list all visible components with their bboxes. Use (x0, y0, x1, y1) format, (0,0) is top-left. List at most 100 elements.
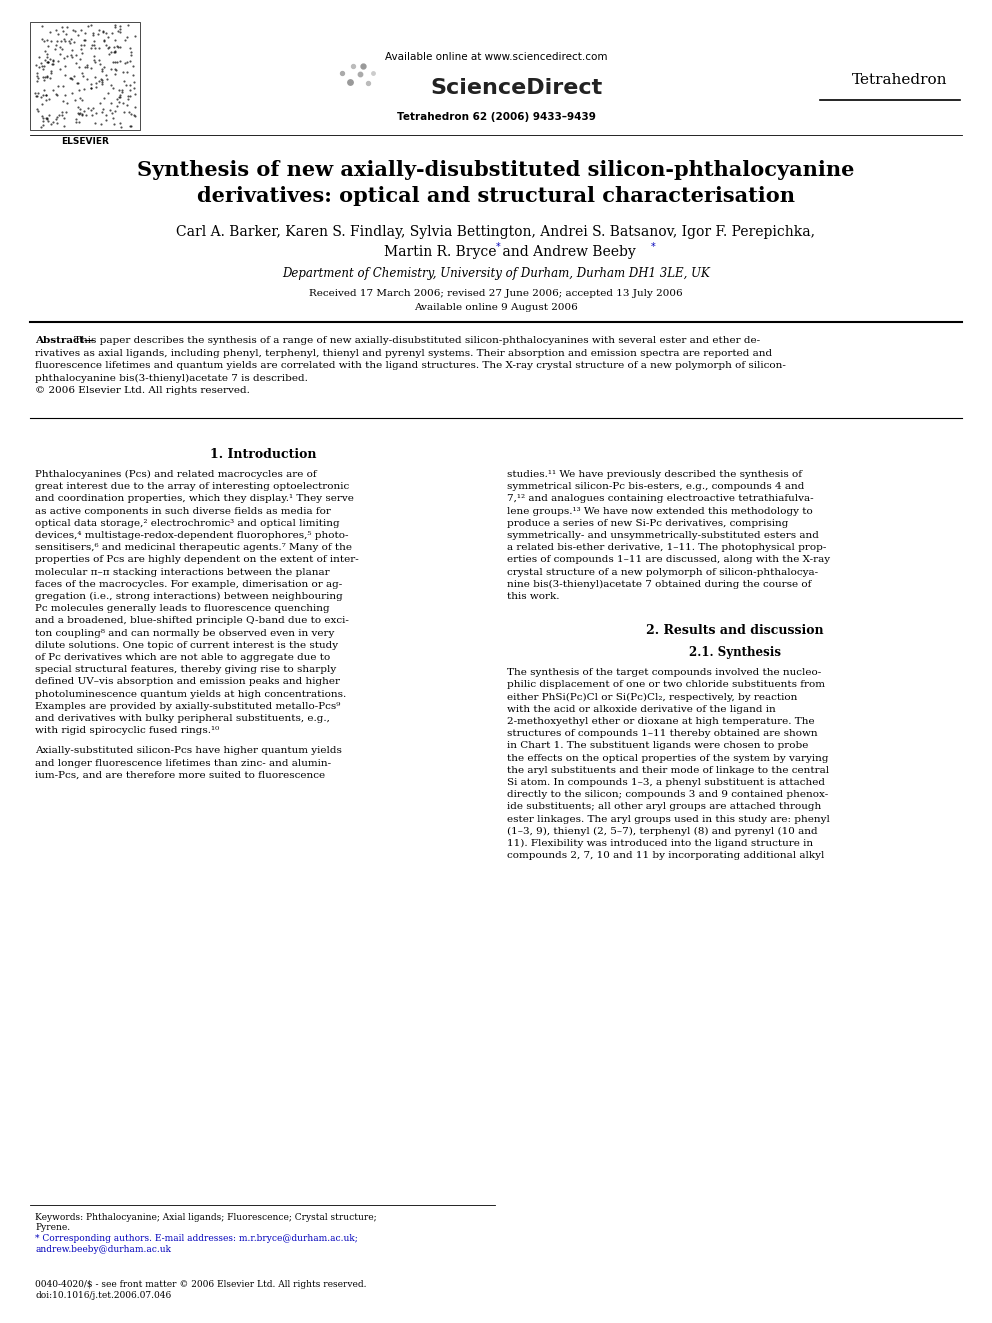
Text: defined UV–vis absorption and emission peaks and higher: defined UV–vis absorption and emission p… (35, 677, 340, 687)
Text: 2.1. Synthesis: 2.1. Synthesis (689, 646, 781, 659)
Point (104, 22, 120, 44)
Point (34, 16, 50, 37)
Point (55, 38, 70, 60)
Point (100, 37, 116, 58)
Point (123, 103, 139, 124)
Point (84, 34, 100, 56)
Point (84, 22, 100, 44)
Text: great interest due to the array of interesting optoelectronic: great interest due to the array of inter… (35, 482, 349, 491)
Text: lene groups.¹³ We have now extended this methodology to: lene groups.¹³ We have now extended this… (507, 507, 812, 516)
Text: philic displacement of one or two chloride substituents from: philic displacement of one or two chlori… (507, 680, 825, 689)
Point (74, 42, 90, 64)
Text: devices,⁴ multistage-redox-dependent fluorophores,⁵ photo-: devices,⁴ multistage-redox-dependent flu… (35, 531, 348, 540)
Point (71, 57, 87, 78)
Point (41, 52, 57, 73)
Point (55, 105, 70, 126)
Point (34, 86, 50, 107)
Point (58, 24, 73, 45)
Point (110, 20, 126, 41)
Text: Keywords: Phthalocyanine; Axial ligands; Fluorescence; Crystal structure;: Keywords: Phthalocyanine; Axial ligands;… (35, 1213, 377, 1222)
Point (93, 69, 109, 90)
Text: Available online at www.sciencedirect.com: Available online at www.sciencedirect.co… (385, 52, 607, 62)
Point (37, 41, 53, 62)
Point (57, 48, 72, 69)
Point (112, 37, 128, 58)
Text: Abstract—: Abstract— (35, 336, 94, 345)
Point (52, 58, 67, 79)
Point (70, 103, 86, 124)
Text: Available online 9 August 2006: Available online 9 August 2006 (414, 303, 578, 311)
Point (49, 83, 64, 105)
Point (43, 61, 59, 82)
Point (98, 22, 114, 44)
Point (67, 108, 83, 130)
Point (54, 102, 69, 123)
Point (59, 93, 74, 114)
Point (91, 49, 107, 70)
Text: crystal structure of a new polymorph of silicon-phthalocya-: crystal structure of a new polymorph of … (507, 568, 818, 577)
Point (86, 49, 102, 70)
Point (119, 94, 135, 115)
Point (96, 56, 112, 77)
Point (77, 105, 93, 126)
Point (112, 86, 128, 107)
Point (111, 79, 127, 101)
Point (41, 52, 57, 73)
Point (110, 37, 126, 58)
Point (122, 115, 138, 136)
Text: directly to the silicon; compounds 3 and 9 contained phenox-: directly to the silicon; compounds 3 and… (507, 790, 828, 799)
Text: photoluminescence quantum yields at high concentrations.: photoluminescence quantum yields at high… (35, 689, 346, 699)
Point (112, 50, 128, 71)
Point (35, 56, 51, 77)
Point (107, 52, 123, 73)
Point (109, 95, 125, 116)
Point (82, 99, 98, 120)
Point (83, 15, 99, 36)
Point (113, 116, 129, 138)
Point (46, 53, 62, 74)
Point (103, 93, 119, 114)
Text: in Chart 1. The substituent ligands were chosen to probe: in Chart 1. The substituent ligands were… (507, 741, 808, 750)
Point (36, 107, 52, 128)
Point (63, 67, 79, 89)
Point (125, 65, 141, 86)
Point (119, 26, 135, 48)
Point (30, 70, 46, 91)
Point (107, 42, 123, 64)
Point (53, 37, 68, 58)
Point (37, 70, 53, 91)
Point (87, 66, 103, 87)
Point (38, 90, 54, 111)
Point (73, 19, 89, 40)
Point (126, 105, 142, 126)
Point (86, 34, 102, 56)
Point (55, 91, 70, 112)
Point (36, 85, 52, 106)
Point (102, 99, 118, 120)
Point (58, 102, 73, 123)
Point (84, 97, 100, 118)
Point (86, 38, 102, 60)
Point (53, 44, 68, 65)
Point (42, 67, 58, 89)
Text: sensitisers,⁶ and medicinal therapeutic agents.⁷ Many of the: sensitisers,⁶ and medicinal therapeutic … (35, 544, 352, 552)
Text: of Pc derivatives which are not able to aggregate due to: of Pc derivatives which are not able to … (35, 654, 330, 662)
Text: ester linkages. The aryl groups used in this study are: phenyl: ester linkages. The aryl groups used in … (507, 815, 830, 824)
Text: Received 17 March 2006; revised 27 June 2006; accepted 13 July 2006: Received 17 March 2006; revised 27 June … (310, 288, 682, 298)
Point (36, 58, 52, 79)
Point (37, 79, 53, 101)
Text: Si atom. In compounds 1–3, a phenyl substituent is attached: Si atom. In compounds 1–3, a phenyl subs… (507, 778, 825, 787)
Text: ium-Pcs, and are therefore more suited to fluorescence: ium-Pcs, and are therefore more suited t… (35, 771, 325, 779)
Point (92, 53, 108, 74)
Point (49, 20, 64, 41)
Point (39, 44, 55, 65)
Point (120, 15, 136, 36)
Point (91, 20, 107, 41)
Point (114, 79, 130, 101)
Point (72, 98, 88, 119)
Text: Tetrahedron 62 (2006) 9433–9439: Tetrahedron 62 (2006) 9433–9439 (397, 112, 595, 122)
Point (60, 16, 75, 37)
Point (50, 112, 65, 134)
Point (103, 58, 119, 79)
Point (119, 52, 135, 73)
